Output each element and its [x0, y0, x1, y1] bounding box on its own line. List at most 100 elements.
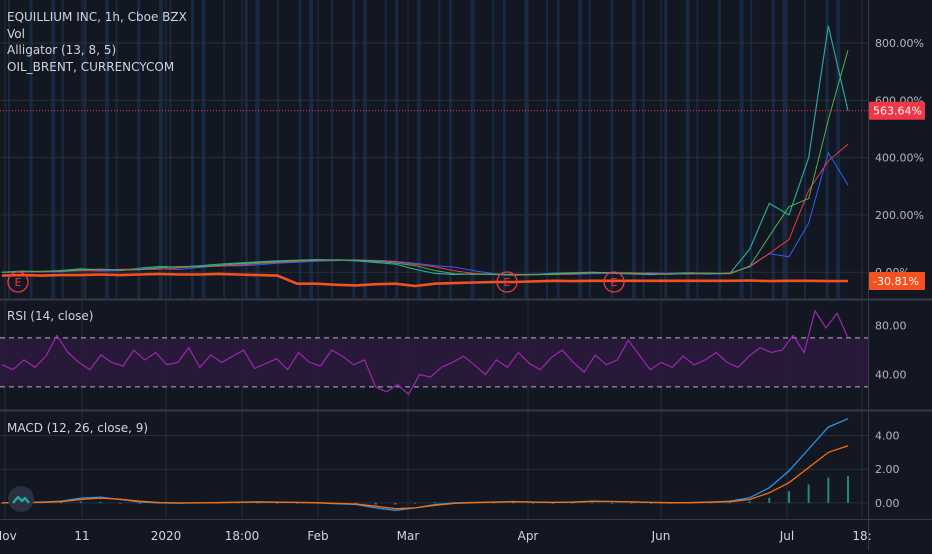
session-band [223, 0, 226, 298]
macd-histogram-bar [237, 502, 240, 504]
alligator-line [1, 151, 849, 276]
macd-label[interactable]: MACD (12, 26, close, 9) [7, 421, 149, 435]
session-band [416, 0, 421, 298]
macd-histogram-bar [571, 502, 574, 504]
macd-histogram-bar [610, 502, 613, 504]
session-band [61, 0, 64, 298]
session-band [438, 0, 441, 298]
earnings-marker-label: E [15, 276, 22, 289]
earnings-marker-icon [603, 271, 625, 293]
session-band [395, 0, 399, 298]
session-band [750, 0, 753, 298]
macd-histogram-bar [492, 502, 495, 504]
macd-histogram-bar [807, 484, 810, 503]
macd-y-tick-label: 2.00 [875, 463, 900, 476]
x-tick-label: 18: [852, 529, 871, 543]
macd-histogram-bar [433, 502, 436, 503]
x-tick-label: 11 [74, 529, 89, 543]
earnings-marker-icon [7, 271, 29, 293]
alligator-label[interactable]: Alligator (13, 8, 5) [7, 43, 117, 57]
session-band [8, 0, 10, 298]
y-tick-label: 400.00% [875, 152, 924, 165]
macd-histogram-bar [787, 491, 790, 503]
macd-histogram-bar [138, 502, 141, 504]
macd-histogram-bar [847, 475, 849, 503]
x-tick-label: Jun [651, 529, 671, 543]
price-badge-text: 563.64% [873, 105, 922, 118]
session-band [255, 0, 260, 298]
compare-badge-text: -30.81% [873, 275, 919, 288]
macd-histogram-bar [99, 501, 102, 503]
session-band [685, 0, 690, 298]
x-tick-label: Apr [518, 529, 539, 543]
session-band [546, 0, 548, 298]
session-band [115, 0, 118, 298]
session-band [739, 0, 744, 298]
session-band [169, 0, 172, 298]
tradingview-logo-icon[interactable] [8, 486, 34, 512]
macd-histogram-bar [394, 502, 397, 505]
session-band [309, 0, 314, 298]
earnings-marker-icon [496, 271, 518, 293]
macd-histogram-bar [374, 502, 377, 505]
session-band [201, 0, 206, 298]
macd-histogram-bar [827, 477, 830, 503]
session-band [352, 0, 356, 298]
x-tick-label: Feb [307, 529, 328, 543]
rsi-y-tick-label: 80.00 [875, 320, 907, 333]
earnings-marker-label: E [504, 276, 511, 289]
macd-histogram-bar [650, 502, 653, 504]
session-band [244, 0, 248, 298]
session-band [642, 0, 645, 298]
price-badge-bg [869, 101, 925, 120]
session-band [524, 0, 529, 298]
session-band [384, 0, 387, 298]
x-tick-label: 2020 [151, 529, 182, 543]
session-band-group [8, 0, 841, 298]
session-band [610, 0, 614, 298]
macd-histogram-bar [768, 497, 771, 503]
session-band [158, 0, 163, 298]
macd-histogram-bar [296, 502, 299, 504]
x-tick-label: 18:00 [225, 529, 260, 543]
macd-y-tick-label: 0.00 [875, 497, 900, 510]
x-tick-label: Mar [397, 529, 420, 543]
session-band [449, 0, 452, 298]
macd-histogram-bar [551, 502, 554, 504]
session-band [836, 0, 841, 298]
y-tick-label: 800.00% [875, 37, 924, 50]
main-legend: EQUILLIUM INC, 1h, Cboe BZX Vol Alligato… [7, 9, 187, 75]
macd-histogram-bar [79, 501, 82, 503]
main-title[interactable]: EQUILLIUM INC, 1h, Cboe BZX [7, 10, 187, 24]
compare-label[interactable]: OIL_BRENT, CURRENCYCOM [7, 59, 175, 74]
macd-histogram-bar [512, 502, 515, 504]
macd-histogram-bar [748, 501, 751, 503]
session-band [137, 0, 141, 298]
session-band [556, 0, 560, 298]
rsi-line [1, 309, 849, 396]
compare-badge-bg [869, 272, 925, 291]
session-band [588, 0, 591, 298]
oil-series-line [1, 272, 849, 288]
macd-histogram-bar [709, 502, 712, 504]
macd-histogram-bar [1, 502, 3, 504]
session-band [277, 0, 279, 298]
session-band [825, 0, 829, 298]
macd-histogram-bar [119, 502, 122, 504]
session-band [578, 0, 583, 298]
vol-label[interactable]: Vol [7, 26, 25, 41]
alligator-line [1, 49, 849, 276]
rsi-band-fill [0, 337, 868, 387]
session-band [51, 0, 56, 298]
rsi-y-tick-label: 40.00 [875, 369, 907, 382]
session-band [632, 0, 636, 298]
macd-histogram-bar [60, 502, 63, 504]
macd-histogram-bar [532, 502, 535, 504]
session-band [664, 0, 668, 298]
session-band [29, 0, 33, 298]
session-band [330, 0, 333, 298]
session-band [492, 0, 495, 298]
rsi-label[interactable]: RSI (14, close) [7, 309, 94, 323]
macd-histogram-bar [728, 502, 731, 504]
